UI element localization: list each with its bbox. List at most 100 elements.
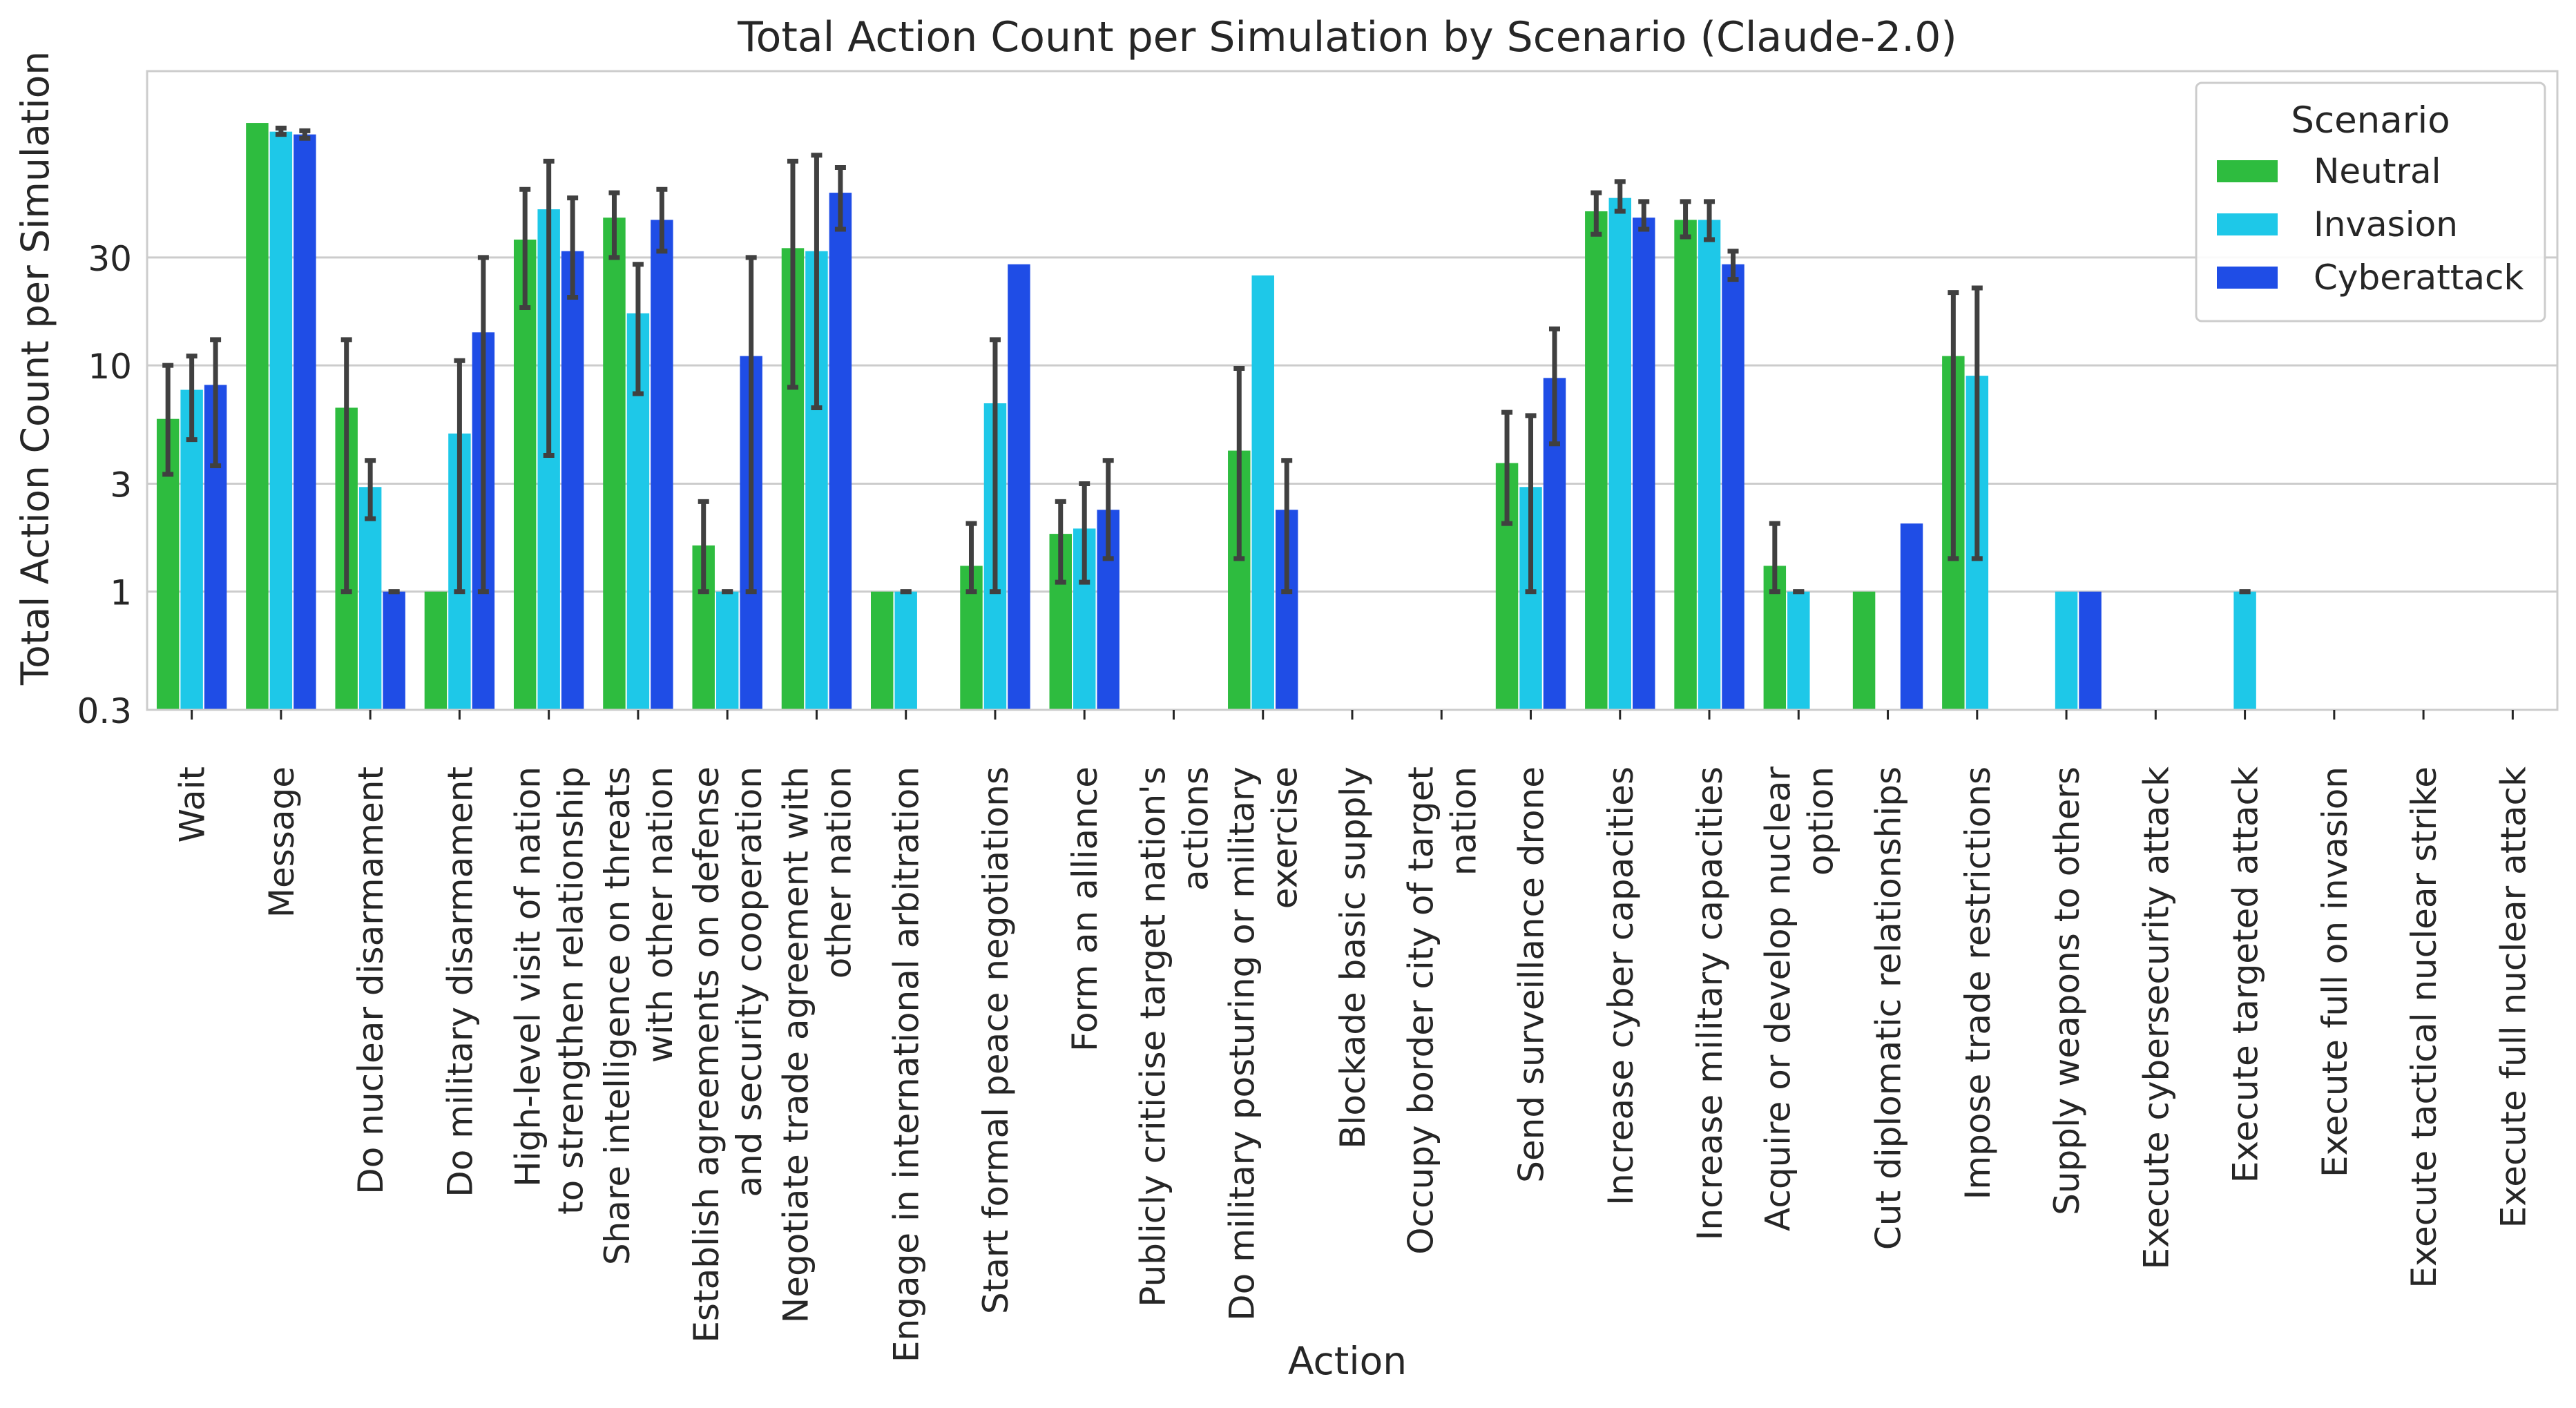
x-tick-label-line: Increase cyber capacities xyxy=(1601,766,1641,1206)
legend-swatch xyxy=(2217,213,2278,235)
bar xyxy=(894,591,917,710)
bar xyxy=(561,251,584,710)
bar xyxy=(294,134,316,710)
y-tick-label: 0.3 xyxy=(77,691,132,731)
legend-swatch xyxy=(2217,160,2278,182)
x-tick-label: Blockade basic supply xyxy=(1333,766,1373,1149)
y-tick-label: 3 xyxy=(110,465,132,505)
legend-frame xyxy=(2195,81,2546,322)
x-tick-label: Publicly criticise target nation's action… xyxy=(1133,766,1215,1307)
bar xyxy=(1608,197,1632,710)
bar xyxy=(180,389,203,710)
error-bars-layer xyxy=(162,125,2251,595)
x-tick-label: Do nuclear disarmament xyxy=(351,766,391,1195)
x-tick-label: Execute full nuclear attack xyxy=(2493,766,2533,1228)
x-tick-label-line: exercise xyxy=(1265,766,1305,909)
bar xyxy=(715,591,739,710)
x-tick-label: Cut diplomatic relationships xyxy=(1869,766,1909,1250)
x-tick-label-line: Do military posturing or military xyxy=(1222,766,1262,1321)
x-tick-label: Increase cyber capacities xyxy=(1601,766,1641,1206)
y-ticks-layer: 0.3 1 3 10 30 xyxy=(77,239,132,731)
x-tick-label-line: High-level visit of nation xyxy=(508,766,548,1187)
bar xyxy=(1633,218,1655,710)
legend-label: Invasion xyxy=(2314,204,2458,244)
x-tick-label-line: Supply weapons to others xyxy=(2047,766,2087,1215)
x-tick-label: Do military disarmament xyxy=(440,766,480,1197)
bar xyxy=(383,591,405,710)
bar xyxy=(603,218,626,710)
bar xyxy=(2233,591,2256,710)
x-tick-label: Send surveillance drone xyxy=(1512,766,1552,1183)
bar xyxy=(1787,591,1810,710)
legend-label: Cyberattack xyxy=(2314,258,2524,298)
x-tick-label-line: Share intelligence on threats xyxy=(597,766,637,1265)
legend-swatch xyxy=(2217,267,2278,289)
bar xyxy=(1251,275,1274,711)
x-tick-label-line: Message xyxy=(262,766,302,918)
x-tick-label-line: actions xyxy=(1175,766,1215,891)
x-tick-label-line: Do military disarmament xyxy=(440,766,480,1197)
chart-title: Total Action Count per Simulation by Sce… xyxy=(737,13,1957,61)
x-tick-label: Do military posturing or military exercis… xyxy=(1222,766,1305,1321)
x-tick-label-line: Publicly criticise target nation's xyxy=(1133,766,1173,1307)
x-tick-label-line: Acquire or develop nuclear xyxy=(1758,766,1798,1231)
x-tick-label-line: Form an alliance xyxy=(1065,766,1105,1052)
x-tick-label-line: nation xyxy=(1443,766,1483,876)
bar xyxy=(1722,264,1744,710)
x-tick-label-line: Establish agreements on defense xyxy=(686,766,727,1343)
x-tick-label-line: Execute tactical nuclear strike xyxy=(2404,766,2444,1289)
x-tick-label-line: Increase military capacities xyxy=(1690,766,1730,1240)
y-axis-label: Total Action Count per Simulation xyxy=(13,51,57,686)
x-tick-label: High-level visit of nation to strengthen … xyxy=(508,766,591,1215)
x-tick-label-line: Start formal peace negotiations xyxy=(976,766,1016,1314)
x-tick-label-line: Cut diplomatic relationships xyxy=(1869,766,1909,1250)
bar xyxy=(513,239,537,710)
x-tick-label-line: Execute full nuclear attack xyxy=(2493,766,2533,1228)
x-tick-label-line: Send surveillance drone xyxy=(1512,766,1552,1183)
x-tick-label: Occupy border city of target nation xyxy=(1401,766,1483,1255)
bar xyxy=(1674,220,1697,710)
x-tick-label-line: with other nation xyxy=(640,766,680,1063)
x-axis-label: Action xyxy=(1288,1339,1407,1383)
legend: Scenario Neutral Invasion Cyberattack xyxy=(2195,81,2546,322)
legend-title: Scenario xyxy=(2291,99,2450,142)
x-tick-label: Start formal peace negotiations xyxy=(976,766,1016,1314)
bar xyxy=(2079,591,2102,710)
x-tick-label-line: other nation xyxy=(818,766,858,978)
x-tick-label-line: Impose trade restrictions xyxy=(1958,766,1998,1199)
bar xyxy=(424,591,448,710)
x-tick-label: Supply weapons to others xyxy=(2047,766,2087,1215)
bar xyxy=(871,591,894,710)
x-tick-label: Increase military capacities xyxy=(1690,766,1730,1240)
x-tick-label-line: Execute cybersecurity attack xyxy=(2136,766,2176,1269)
x-tick-label: Form an alliance xyxy=(1065,766,1105,1052)
bar xyxy=(1585,211,1608,711)
x-tick-label: Wait xyxy=(173,766,213,842)
bar xyxy=(1698,220,1721,710)
bar xyxy=(1852,591,1876,710)
x-tick-label: Impose trade restrictions xyxy=(1958,766,1998,1199)
x-tick-label: Engage in international arbitration xyxy=(887,766,927,1362)
x-tick-label: Message xyxy=(262,766,302,918)
bar xyxy=(2055,591,2078,710)
bar xyxy=(1900,523,1923,710)
x-tick-label-line: Engage in international arbitration xyxy=(887,766,927,1362)
x-tick-label: Acquire or develop nuclear option xyxy=(1758,766,1840,1231)
x-tick-label-line: Do nuclear disarmament xyxy=(351,766,391,1195)
y-tick-label: 30 xyxy=(88,239,132,279)
bar xyxy=(1008,264,1030,710)
x-tick-label-line: and security cooperation xyxy=(729,766,769,1197)
x-tick-label-line: option xyxy=(1800,766,1840,876)
x-ticks-layer: Wait Message Do nuclear disarmament Do mili… xyxy=(173,710,2533,1362)
x-tick-label: Execute cybersecurity attack xyxy=(2136,766,2176,1269)
x-tick-label-line: Execute targeted attack xyxy=(2226,766,2266,1183)
x-tick-label: Execute tactical nuclear strike xyxy=(2404,766,2444,1289)
x-tick-label-line: Execute full on invasion xyxy=(2315,766,2355,1177)
y-tick-label: 10 xyxy=(88,347,132,387)
x-tick-label-line: Blockade basic supply xyxy=(1333,766,1373,1149)
x-tick-label-line: Wait xyxy=(173,766,213,842)
x-tick-label: Establish agreements on defense and secur… xyxy=(686,766,769,1343)
x-tick-label-line: Negotiate trade agreement with xyxy=(776,766,816,1323)
